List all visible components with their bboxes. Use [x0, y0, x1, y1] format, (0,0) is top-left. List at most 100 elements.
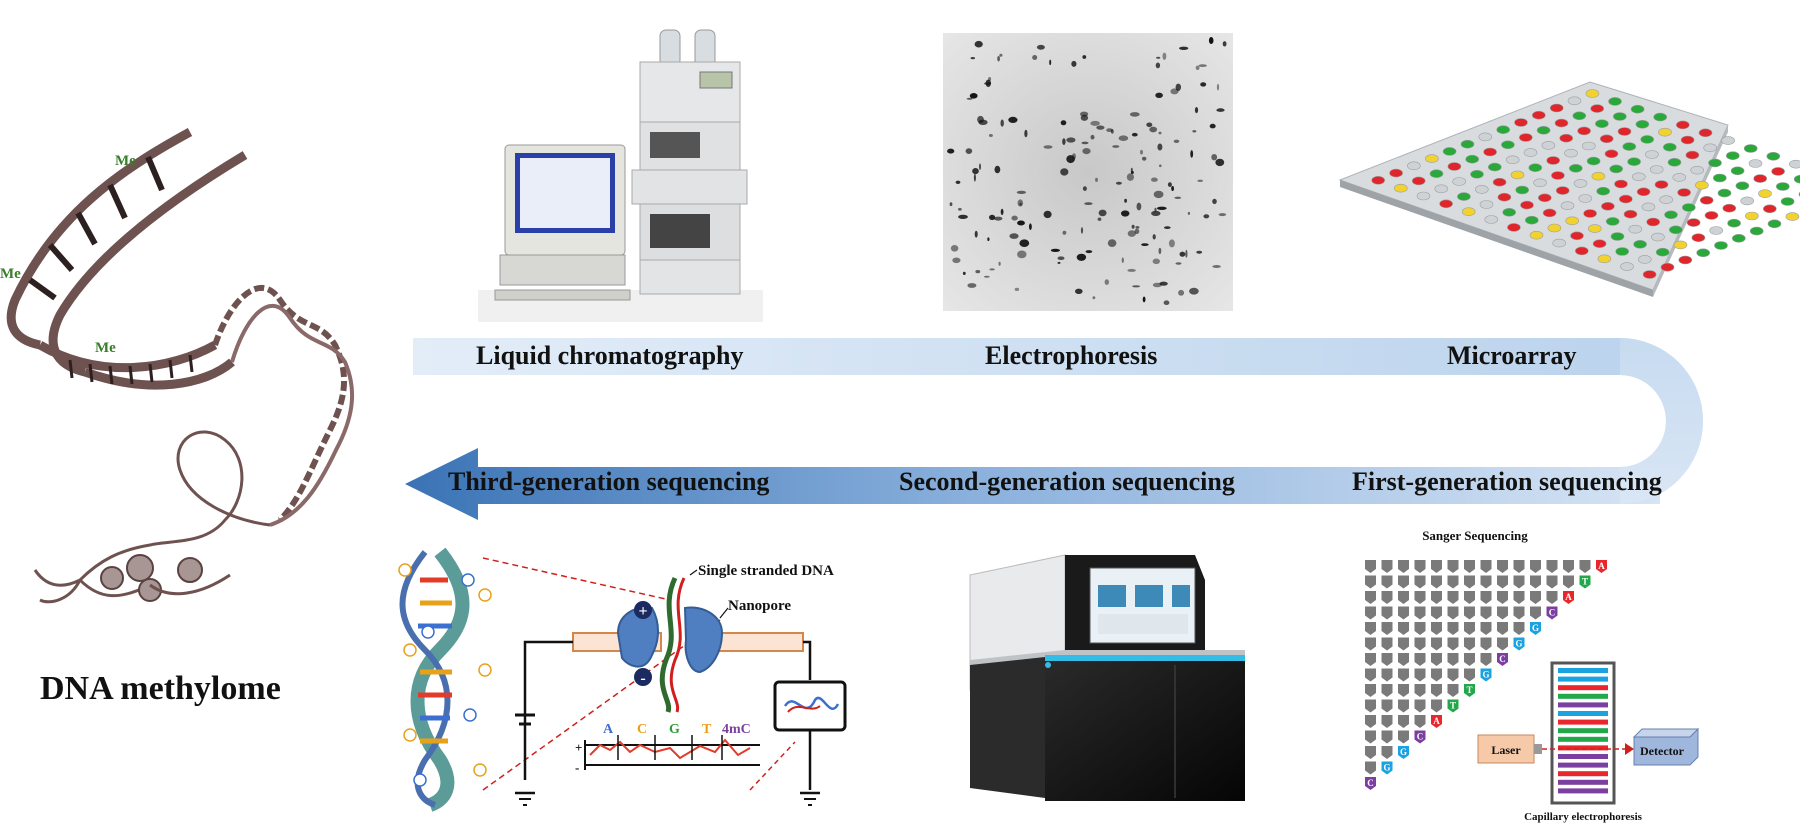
sanger-fragment	[1497, 622, 1508, 635]
microarray-spot	[1596, 186, 1610, 196]
sanger-fragment	[1365, 746, 1376, 759]
gel-spot	[1170, 88, 1179, 95]
sanger-fragment	[1431, 653, 1442, 666]
gel-spot	[1174, 196, 1182, 199]
method-label-electrophoresis: Electrophoresis	[985, 341, 1158, 370]
gel-spot	[1049, 59, 1052, 66]
microarray-spot	[1586, 156, 1601, 166]
capillary-band	[1558, 736, 1608, 742]
microarray-spot	[1748, 159, 1763, 168]
gel-spot	[1135, 226, 1140, 229]
gel-spot	[1212, 265, 1221, 268]
microarray-spot	[1496, 125, 1510, 134]
sanger-base-letter: G	[1400, 747, 1407, 757]
microarray-spot	[1565, 216, 1579, 226]
sanger-fragment	[1447, 591, 1459, 604]
microarray-spot	[1460, 139, 1475, 149]
sanger-fragment	[1431, 575, 1442, 589]
microarray-spot	[1726, 151, 1740, 160]
microarray-spot	[1592, 239, 1607, 248]
gel-spot	[949, 202, 953, 207]
microarray-spot	[1514, 118, 1528, 127]
gel-spot	[1163, 300, 1170, 306]
gel-spot	[1081, 141, 1089, 145]
sanger-fragment	[1447, 622, 1459, 635]
gel-spot	[1104, 279, 1110, 285]
sanger-fragment	[1431, 637, 1442, 651]
gel-spot	[988, 134, 993, 137]
gel-spot	[994, 216, 1003, 221]
sanger-fragment	[1398, 668, 1409, 682]
sanger-fragment	[1365, 715, 1376, 728]
microarray-spot	[1641, 202, 1656, 212]
capillary-band	[1558, 668, 1608, 673]
capillary-band	[1558, 685, 1608, 691]
gel-spot	[1152, 258, 1161, 265]
microarray-spot	[1554, 118, 1569, 128]
microarray-spot	[1704, 211, 1719, 220]
sanger-fragment	[1398, 622, 1409, 635]
microarray-spot	[1502, 208, 1516, 217]
microarray-spot	[1642, 270, 1657, 279]
sanger-fragment	[1530, 560, 1541, 573]
flow-band	[405, 338, 1703, 520]
sanger-fragment	[1414, 575, 1426, 589]
sanger-fragment	[1464, 668, 1475, 682]
microarray-spot	[1590, 104, 1604, 113]
gel-spot	[1057, 261, 1061, 264]
sanger-base-letter: C	[1367, 778, 1374, 788]
sanger-fragment	[1464, 653, 1475, 666]
gel-spot	[1116, 181, 1122, 185]
sanger-fragment	[1447, 653, 1459, 666]
sanger-fragment	[1579, 560, 1591, 573]
microarray-spot	[1523, 148, 1538, 157]
microarray-spot	[1407, 161, 1421, 171]
capillary-band	[1558, 754, 1608, 759]
sanger-fragment	[1381, 606, 1393, 620]
method-label-first-generation: First-generation sequencing	[1352, 467, 1662, 496]
microarray-spot	[1617, 127, 1632, 136]
microarray-spot	[1721, 136, 1735, 145]
microarray-spot	[1541, 141, 1556, 150]
microarray-spot	[1753, 174, 1767, 183]
microarray-spot	[1653, 112, 1667, 122]
microarray-spot	[1780, 197, 1795, 206]
microarray-spot	[1727, 218, 1741, 228]
signal-base-4mC: 4mC	[722, 722, 751, 737]
gel-spot	[1098, 209, 1107, 217]
microarray-spot	[1610, 232, 1625, 241]
microarray-spot	[1461, 207, 1476, 216]
microarray-spot	[1605, 217, 1620, 226]
microarray-spot	[1664, 210, 1678, 220]
gel-spot	[1130, 171, 1134, 174]
nanopore-diagram: + - + - A C G T 4mC Single stranded	[398, 547, 847, 812]
sanger-fragment	[1381, 575, 1393, 589]
sanger-terminal-base	[1480, 668, 1492, 682]
sanger-fragment	[1365, 591, 1376, 604]
sanger-fragment	[1431, 684, 1442, 697]
gel-spot	[1071, 60, 1077, 67]
microarray-spot	[1501, 140, 1515, 150]
sanger-terminal-base	[1381, 761, 1393, 775]
microarray-spot	[1434, 184, 1449, 194]
microarray-spot	[1452, 177, 1466, 186]
gel-spot	[947, 148, 955, 154]
gel-spot	[1107, 239, 1117, 248]
gel-spot	[1196, 250, 1203, 254]
microarray-spot	[1763, 204, 1777, 214]
capillary-band	[1558, 693, 1608, 699]
microarray-spot	[1505, 155, 1520, 165]
microarray-spot	[1793, 174, 1800, 184]
gel-spot	[1151, 210, 1161, 216]
methyl-mark: Me	[95, 340, 116, 356]
sanger-terminal-base	[1546, 606, 1558, 620]
gel-spot	[1155, 62, 1161, 69]
microarray-spot	[1588, 224, 1602, 233]
microarray-spot	[1622, 142, 1637, 151]
microarray-spot	[1663, 142, 1677, 152]
microarray-spot	[1583, 209, 1597, 218]
sanger-fragment	[1480, 591, 1492, 604]
gel-spot	[1082, 55, 1087, 59]
microarray-spot	[1497, 192, 1512, 202]
